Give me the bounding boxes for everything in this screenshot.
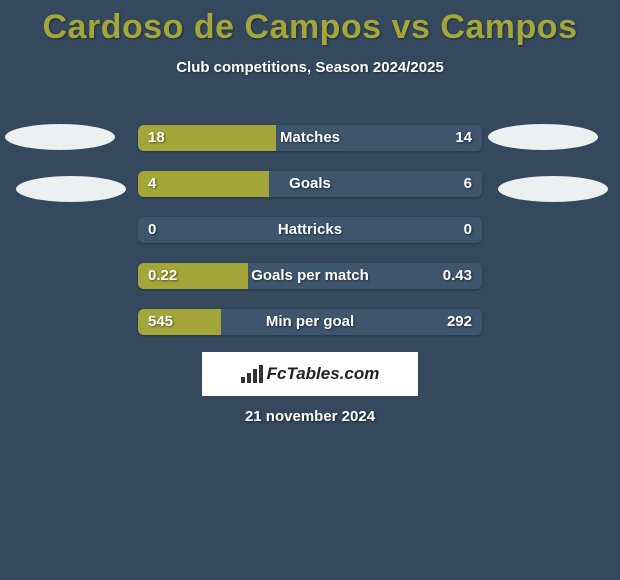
stat-right-value: 14 [455, 125, 472, 151]
page-subtitle: Club competitions, Season 2024/2025 [0, 59, 620, 76]
stat-label: Hattricks [138, 217, 482, 243]
stat-right-value: 6 [464, 171, 472, 197]
stat-row-goals-per-match: 0.22 Goals per match 0.43 [138, 263, 482, 289]
stat-right-value: 0 [464, 217, 472, 243]
stat-row-min-per-goal: 545 Min per goal 292 [138, 309, 482, 335]
footer-date: 21 november 2024 [0, 408, 620, 425]
stat-row-matches: 18 Matches 14 [138, 125, 482, 151]
stat-row-hattricks: 0 Hattricks 0 [138, 217, 482, 243]
stat-label: Goals [138, 171, 482, 197]
brand-chart-icon [241, 365, 263, 383]
player-right-avatar-1 [488, 124, 598, 150]
stat-row-goals: 4 Goals 6 [138, 171, 482, 197]
brand-box[interactable]: FcTables.com [202, 352, 418, 396]
stat-right-value: 292 [447, 309, 472, 335]
player-left-avatar-2 [16, 176, 126, 202]
stats-block: 18 Matches 14 4 Goals 6 0 Hattricks 0 0.… [138, 125, 482, 355]
stat-right-value: 0.43 [443, 263, 472, 289]
stat-label: Goals per match [138, 263, 482, 289]
stat-label: Min per goal [138, 309, 482, 335]
page-title: Cardoso de Campos vs Campos [0, 0, 620, 47]
brand-text: FcTables.com [267, 364, 380, 384]
player-left-avatar-1 [5, 124, 115, 150]
stat-label: Matches [138, 125, 482, 151]
player-right-avatar-2 [498, 176, 608, 202]
